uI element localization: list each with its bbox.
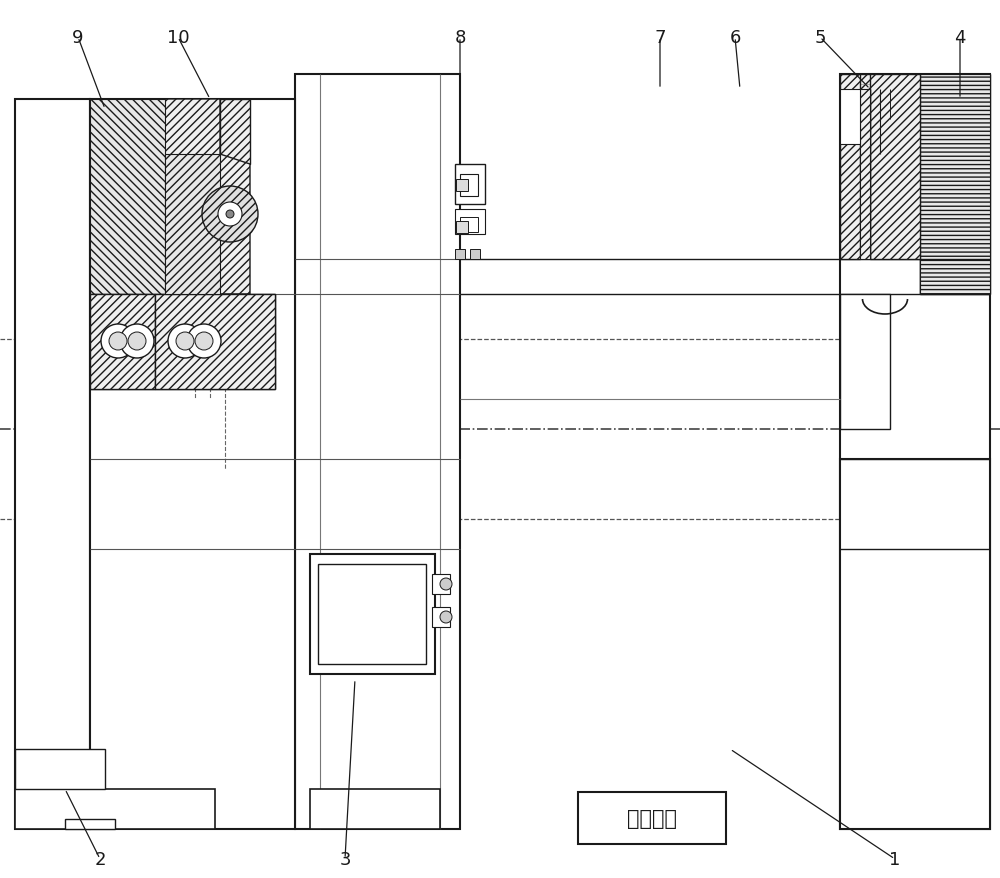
Text: 3: 3 [339,850,351,868]
Bar [578,792,726,844]
Polygon shape [90,100,250,295]
Bar [455,210,485,234]
Circle shape [168,325,202,358]
Text: 2: 2 [94,850,106,868]
Bar [840,295,890,429]
Bar [310,554,435,674]
Polygon shape [840,459,990,829]
Text: 6: 6 [729,29,741,47]
Polygon shape [90,100,250,165]
Bar [432,608,450,627]
Bar [455,249,465,260]
Text: 传输装置: 传输装置 [627,808,677,828]
Bar [15,100,90,829]
Circle shape [440,579,452,590]
Polygon shape [860,90,870,260]
Circle shape [128,333,146,350]
Circle shape [440,611,452,623]
Bar [90,100,295,829]
Bar [840,75,990,829]
Text: 5: 5 [814,29,826,47]
Bar [95,299,270,382]
Polygon shape [840,90,860,145]
Polygon shape [920,75,990,295]
Text: 1: 1 [889,850,901,868]
Bar [456,222,468,234]
Circle shape [176,333,194,350]
Polygon shape [870,75,920,260]
Circle shape [101,325,135,358]
Text: 9: 9 [72,29,84,47]
Polygon shape [165,155,220,295]
Polygon shape [90,295,155,390]
Circle shape [226,211,234,219]
Bar [65,819,115,829]
Polygon shape [155,295,275,390]
Circle shape [120,325,154,358]
Bar [318,565,426,665]
Bar [310,789,440,829]
Text: 7: 7 [654,29,666,47]
Bar [15,749,105,789]
Bar [456,180,468,191]
Bar [15,789,215,829]
Circle shape [218,203,242,227]
Text: 10: 10 [167,29,189,47]
Bar [90,295,275,390]
Bar [470,249,480,260]
Polygon shape [90,100,165,295]
Bar [460,175,478,197]
Circle shape [109,333,127,350]
Bar [455,165,485,205]
Bar [295,75,460,829]
Bar [432,574,450,594]
Bar [460,218,478,233]
Circle shape [187,325,221,358]
Circle shape [202,187,258,242]
Circle shape [195,333,213,350]
Text: 8: 8 [454,29,466,47]
Polygon shape [840,75,860,260]
Text: 4: 4 [954,29,966,47]
Polygon shape [840,75,990,295]
